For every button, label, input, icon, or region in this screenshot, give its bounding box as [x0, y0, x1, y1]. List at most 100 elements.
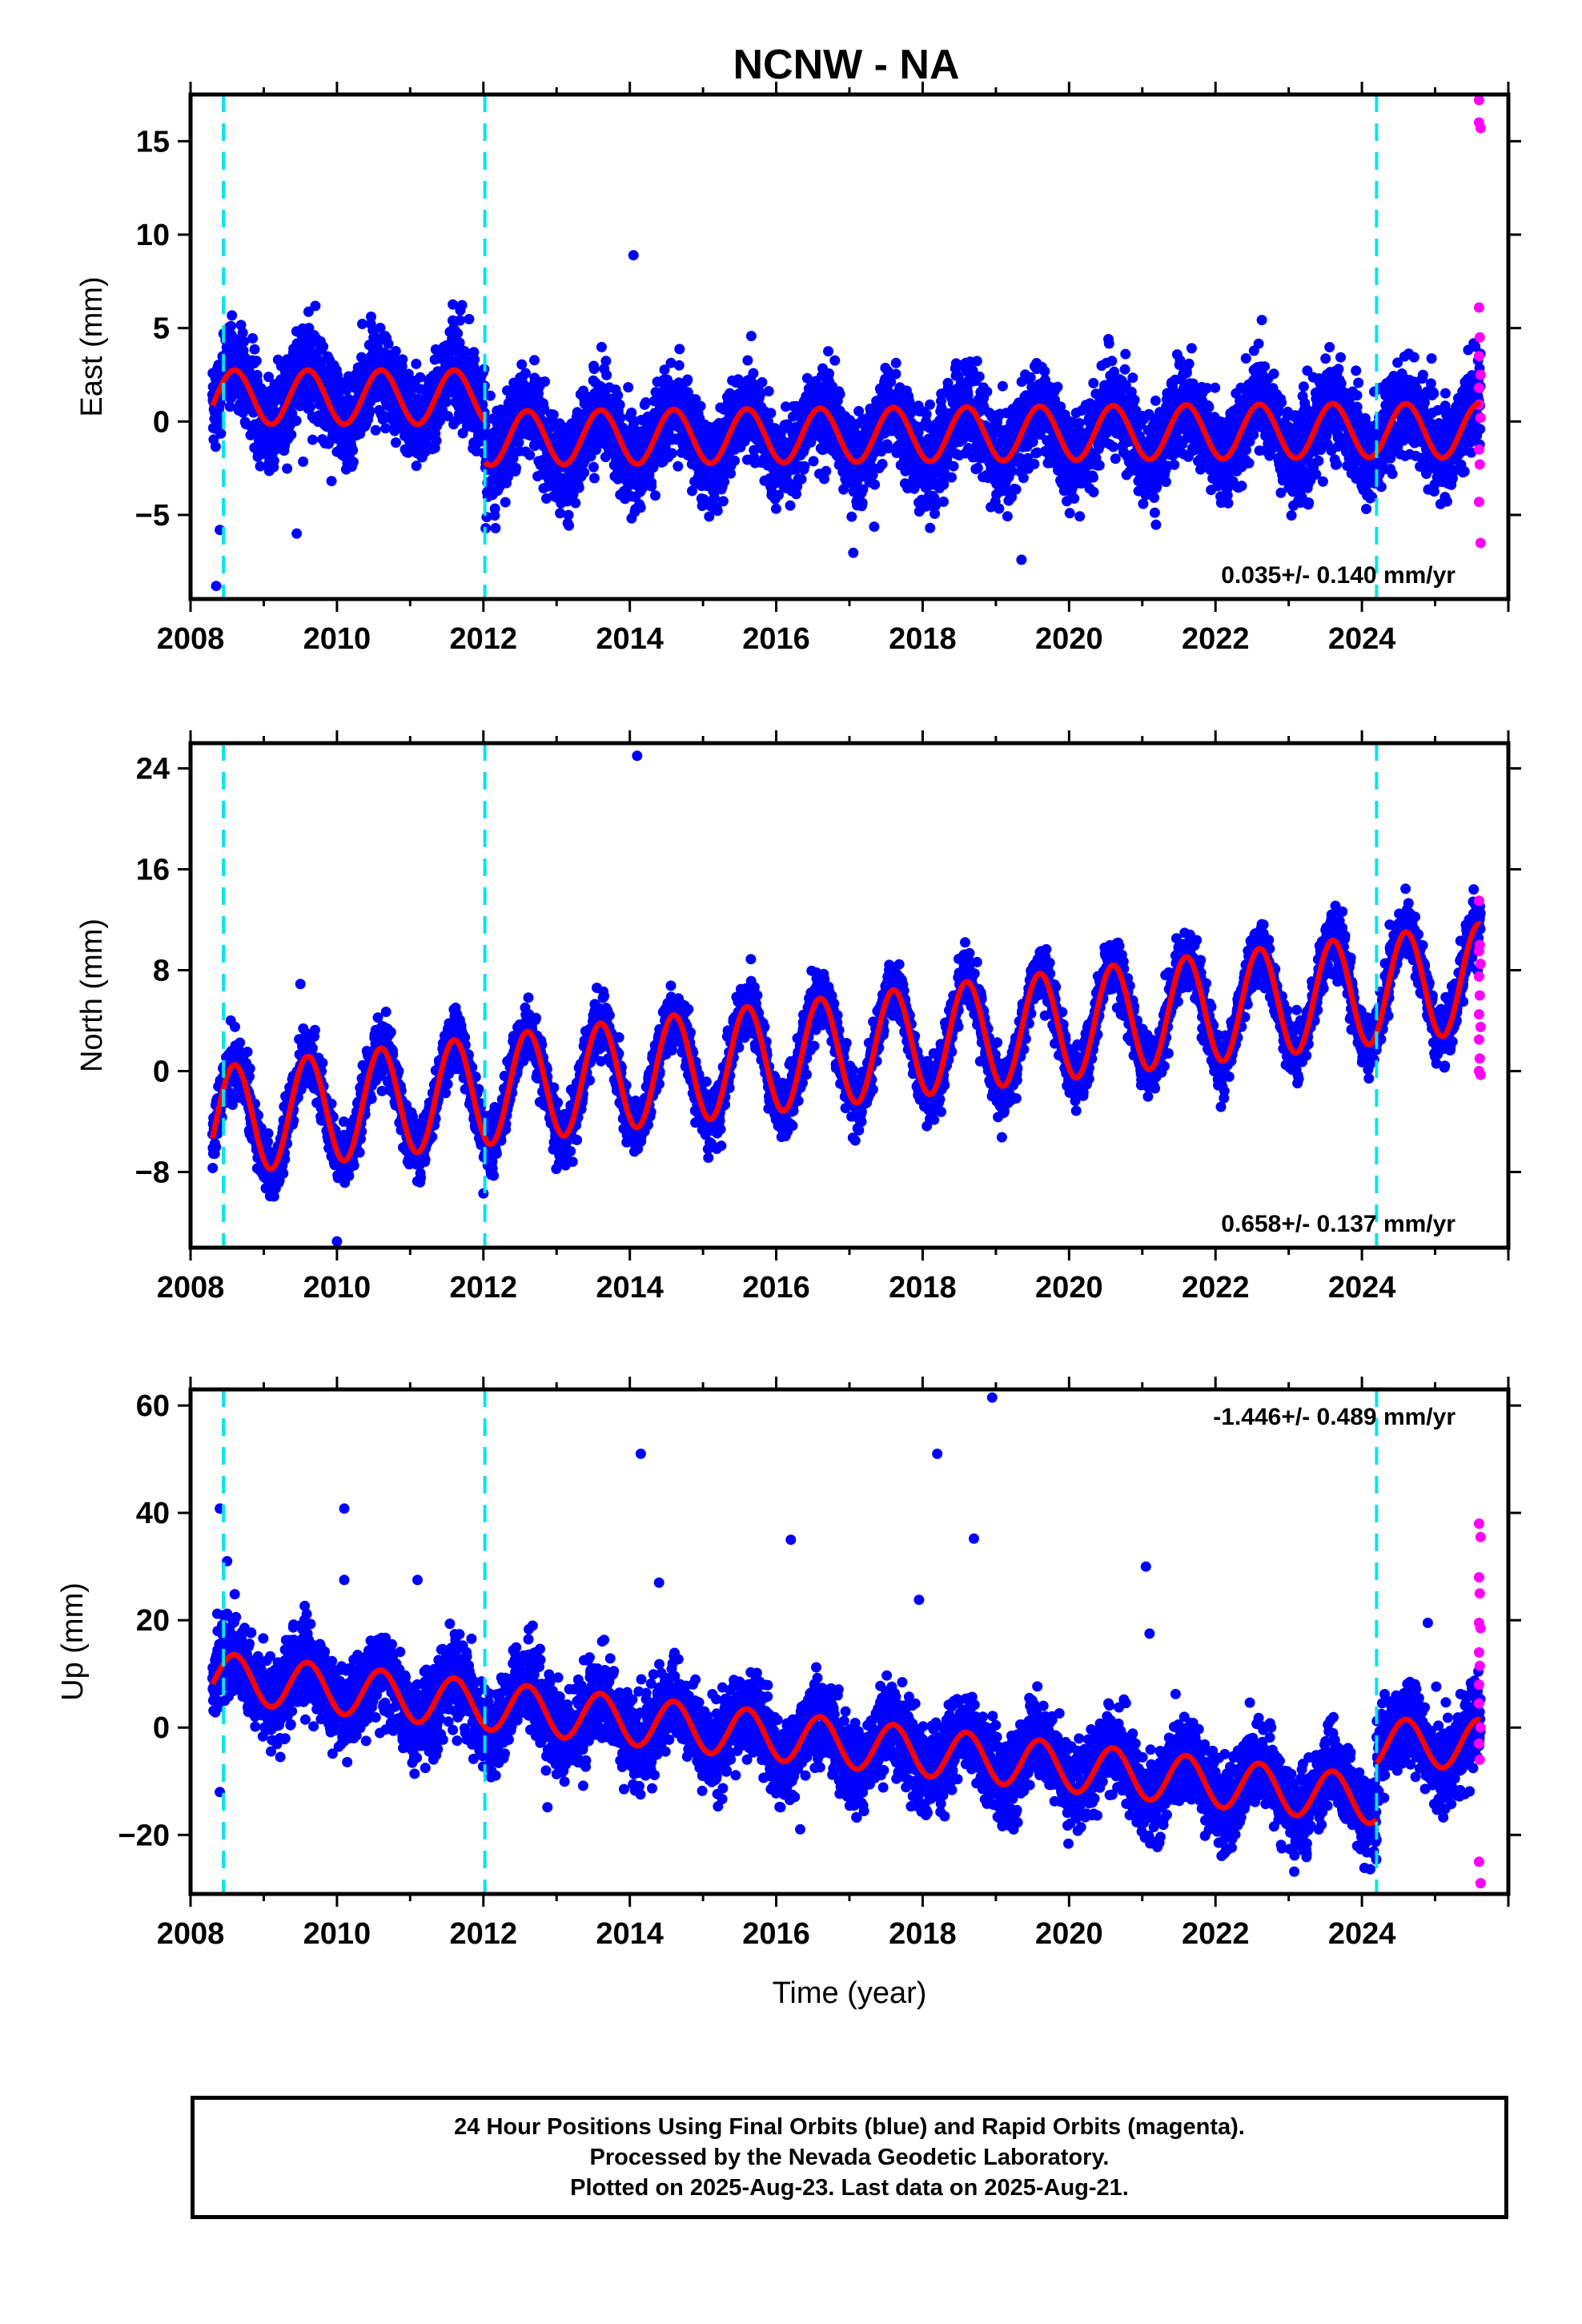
final-point — [403, 368, 414, 380]
final-point — [673, 460, 684, 472]
final-point — [588, 461, 599, 472]
final-point — [237, 328, 248, 338]
final-point — [667, 448, 677, 459]
final-point — [1186, 343, 1197, 354]
final-point — [1120, 348, 1131, 360]
final-point — [770, 503, 781, 514]
final-point — [1174, 355, 1186, 366]
final-point — [318, 341, 329, 352]
final-point — [1129, 394, 1140, 405]
final-point — [366, 312, 376, 322]
final-point — [673, 360, 685, 371]
final-point — [1025, 372, 1036, 383]
final-point — [890, 357, 901, 368]
final-point — [994, 503, 1005, 514]
final-point — [1150, 395, 1161, 406]
final-point — [938, 497, 949, 507]
east-panel: 2008 2010 2012 2014 2016 2018 2020 2022 20241510… — [75, 82, 1521, 656]
final-point — [635, 502, 646, 513]
final-point — [454, 337, 465, 348]
final-point — [623, 382, 634, 393]
final-point — [263, 372, 274, 383]
final-point — [347, 456, 359, 468]
final-point — [1110, 453, 1121, 464]
final-point — [646, 480, 657, 492]
final-point — [251, 356, 262, 367]
final-point — [1069, 493, 1080, 504]
final-point — [226, 320, 236, 332]
final-point — [516, 359, 528, 370]
final-point — [821, 465, 832, 476]
final-point — [1094, 460, 1105, 471]
final-point — [448, 299, 459, 310]
final-point — [948, 460, 959, 472]
final-point — [1149, 493, 1160, 503]
final-point — [364, 405, 375, 416]
final-point — [210, 441, 221, 452]
final-point — [391, 437, 401, 448]
final-point — [796, 473, 807, 485]
final-point — [383, 339, 394, 349]
final-point — [1010, 484, 1022, 495]
final-point — [1150, 519, 1162, 530]
final-point — [460, 347, 472, 358]
final-point — [370, 424, 381, 436]
final-point — [765, 408, 777, 419]
final-point — [563, 509, 574, 521]
final-point — [719, 476, 730, 488]
final-point — [785, 500, 796, 511]
final-point — [286, 429, 297, 440]
final-point — [303, 306, 314, 317]
final-point — [1127, 372, 1138, 384]
final-point — [500, 497, 511, 508]
final-point — [823, 346, 833, 357]
final-point — [489, 503, 500, 514]
final-point — [548, 409, 559, 420]
final-point — [249, 344, 260, 355]
final-point — [615, 412, 626, 423]
final-point — [588, 364, 600, 374]
final-point — [282, 463, 293, 474]
final-point — [570, 497, 581, 509]
final-point — [468, 347, 480, 358]
final-point — [614, 400, 625, 410]
final-point — [877, 459, 888, 469]
final-point — [452, 328, 464, 339]
final-point — [456, 300, 468, 311]
final-point — [1088, 487, 1099, 497]
final-point — [435, 416, 446, 426]
final-point — [464, 314, 475, 324]
final-point — [255, 460, 266, 472]
final-point — [1018, 472, 1029, 484]
final-point — [848, 547, 859, 558]
final-point — [469, 354, 480, 365]
final-point — [326, 476, 337, 487]
final-point — [291, 415, 302, 426]
final-point — [1074, 417, 1085, 428]
final-point — [415, 372, 426, 383]
final-point — [921, 408, 932, 420]
final-point — [925, 399, 935, 410]
final-point — [596, 341, 607, 352]
final-point — [829, 355, 841, 366]
final-point — [390, 346, 401, 356]
final-point — [757, 376, 768, 388]
final-point — [846, 511, 857, 522]
final-point — [612, 390, 624, 401]
final-point — [1183, 358, 1195, 369]
final-point — [573, 482, 584, 493]
final-point — [380, 423, 391, 434]
final-point — [600, 356, 612, 367]
final-point — [347, 444, 359, 456]
final-point — [310, 300, 321, 312]
final-point — [1108, 441, 1119, 452]
final-point — [455, 315, 466, 326]
final-point — [239, 336, 250, 348]
final-point — [601, 369, 612, 380]
final-point — [513, 437, 524, 448]
final-point — [1029, 459, 1040, 469]
final-point — [1002, 511, 1013, 522]
chart-title: NCNW - NA — [733, 42, 959, 88]
final-point — [925, 522, 936, 533]
final-point — [508, 453, 519, 464]
